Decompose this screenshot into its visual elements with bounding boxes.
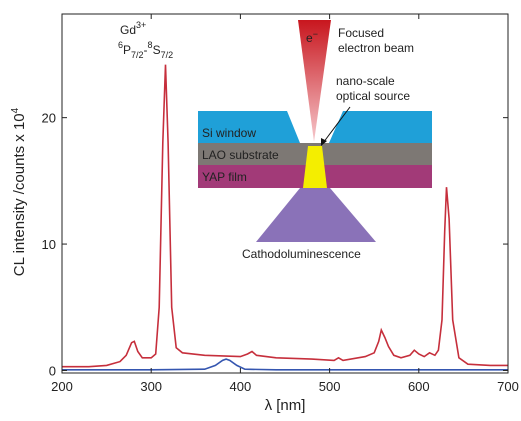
electron-beam bbox=[298, 20, 331, 142]
si-window-right bbox=[329, 111, 432, 143]
beam-label: electron beam bbox=[338, 41, 414, 55]
yap-label: YAP film bbox=[202, 170, 247, 184]
x-tick-label: 700 bbox=[497, 379, 519, 394]
arrow-head bbox=[321, 138, 327, 146]
source-label: nano-scale bbox=[336, 74, 395, 88]
cl-label: Cathodoluminescence bbox=[242, 247, 361, 261]
annotation: 6P7/2-8S7/2 bbox=[118, 40, 173, 60]
x-tick-label: 400 bbox=[230, 379, 252, 394]
x-tick-label: 500 bbox=[319, 379, 341, 394]
si-window-left bbox=[198, 111, 300, 143]
y-tick-label: 20 bbox=[42, 111, 56, 126]
x-tick-label: 300 bbox=[140, 379, 162, 394]
x-tick-label: 200 bbox=[51, 379, 73, 394]
inset-diagram: e− Focused electron beam nano-scale opti… bbox=[198, 20, 432, 261]
electron-label: e− bbox=[306, 29, 318, 45]
cl-cone bbox=[256, 188, 376, 242]
optical-source bbox=[303, 146, 327, 188]
plot-frame bbox=[61, 13, 509, 374]
source-label: optical source bbox=[336, 89, 410, 103]
x-tick-label: 600 bbox=[408, 379, 430, 394]
y-tick-label: 10 bbox=[42, 237, 56, 252]
pointer-arrow bbox=[322, 106, 351, 144]
y-axis-label: CL intensity /counts x 104 bbox=[10, 107, 28, 276]
y-tick-label: 0 bbox=[49, 363, 56, 378]
annotation: Gd3+ bbox=[120, 20, 146, 37]
x-axis-label: λ [nm] bbox=[265, 397, 306, 414]
data-line bbox=[62, 64, 508, 368]
si-label: Si window bbox=[202, 126, 256, 140]
data-line bbox=[62, 358, 508, 371]
lao-label: LAO substrate bbox=[202, 148, 279, 162]
beam-label: Focused bbox=[338, 26, 384, 40]
